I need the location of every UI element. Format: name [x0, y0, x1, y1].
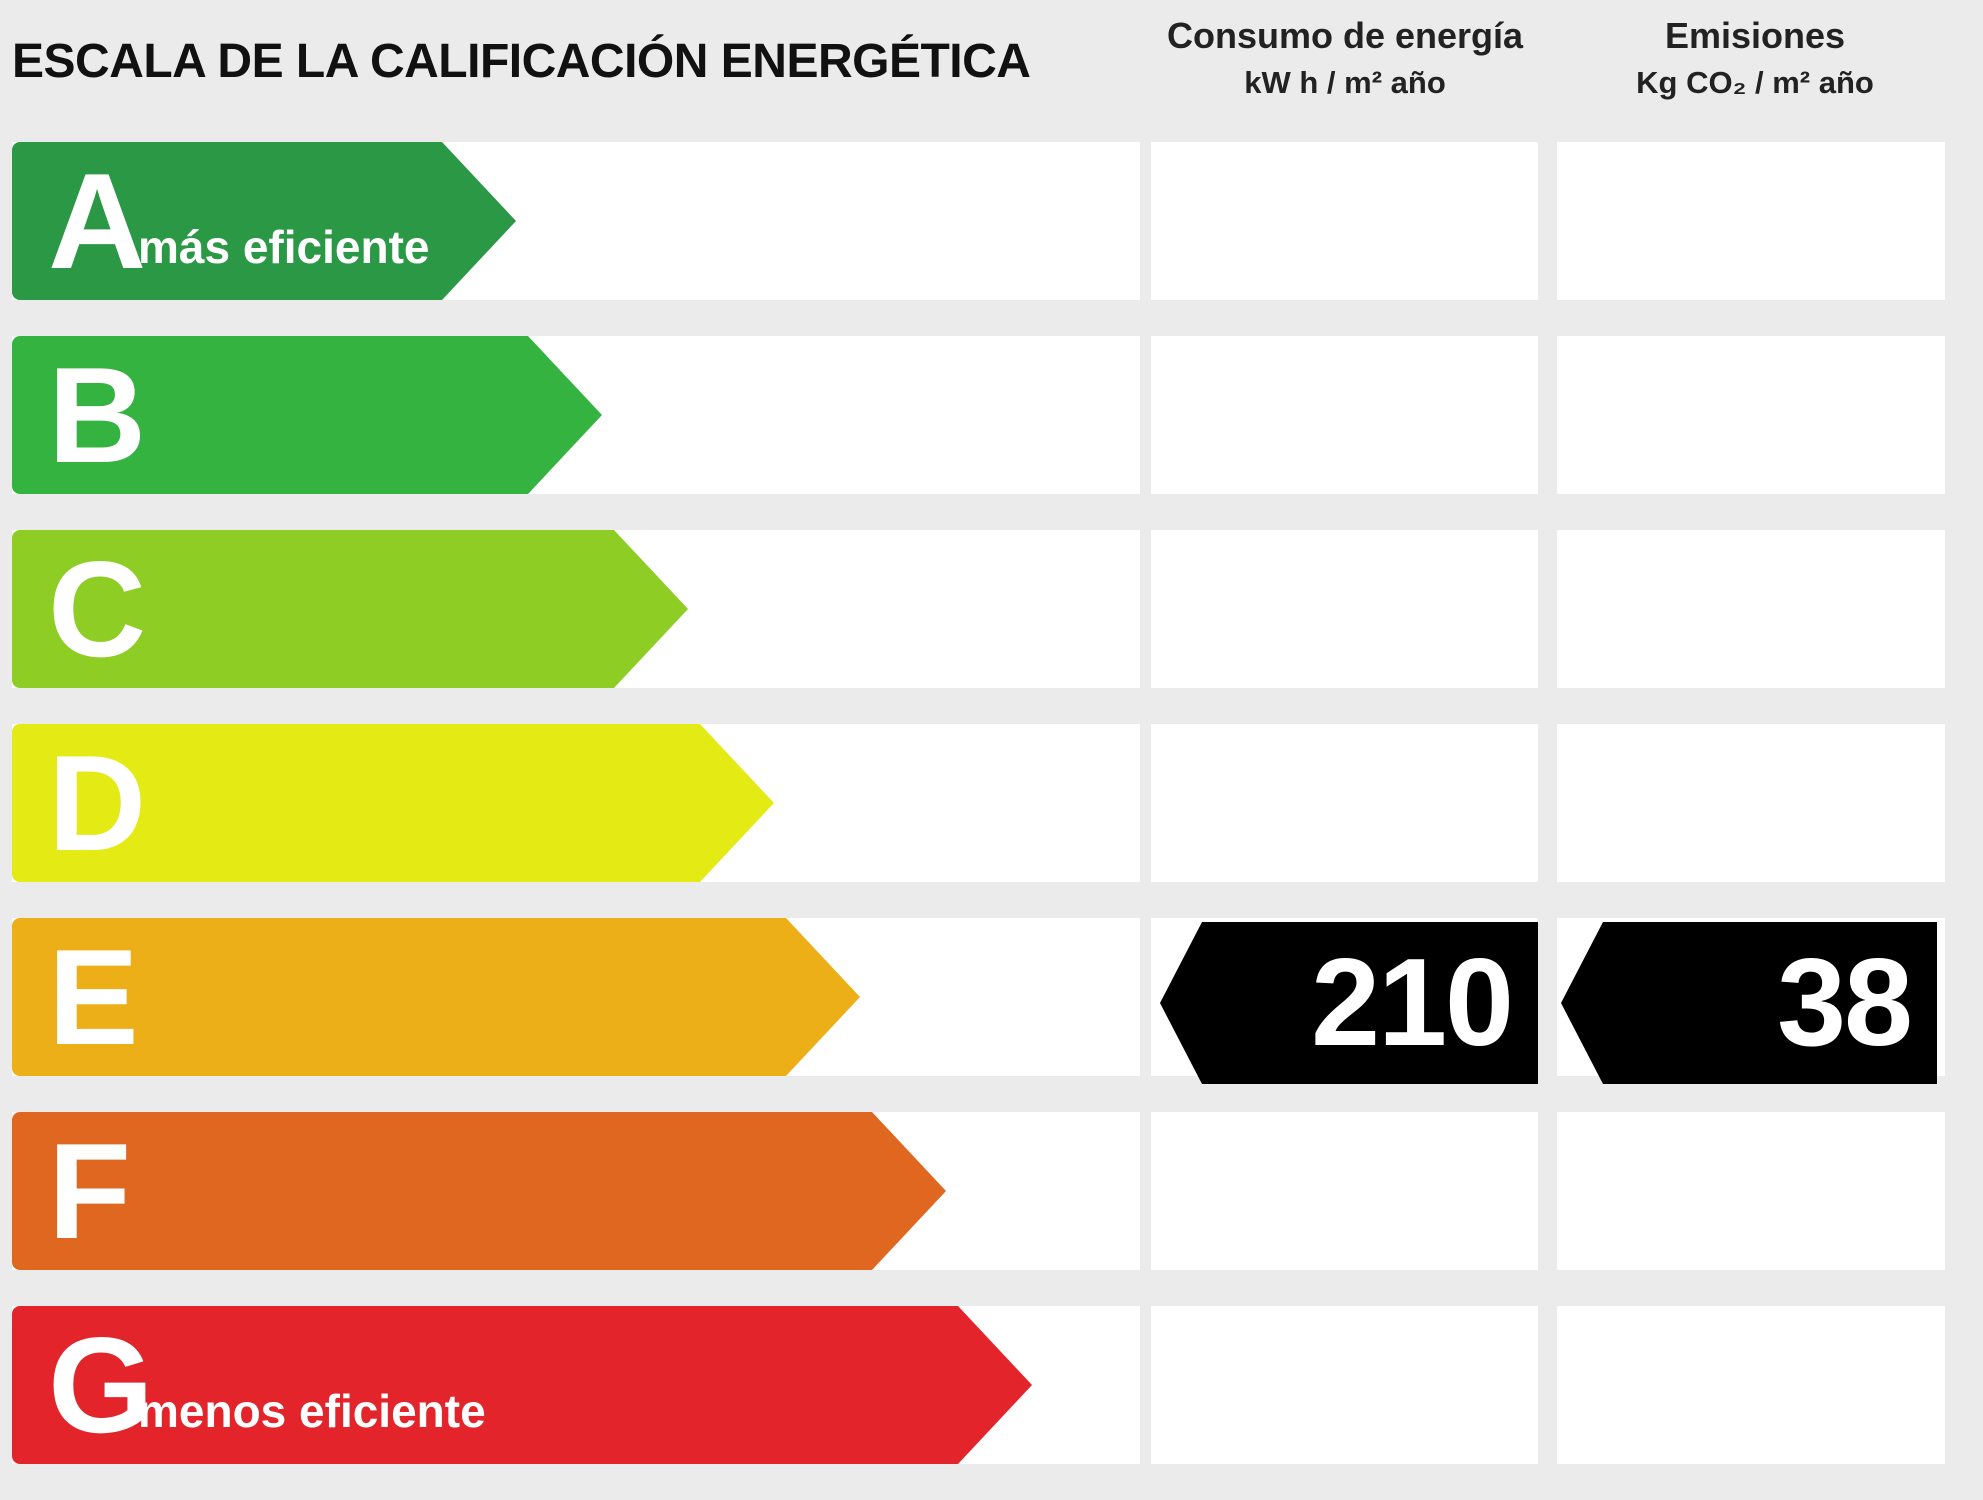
class-letter-b: B	[48, 339, 146, 491]
energy-cell-f	[1151, 1112, 1538, 1270]
class-letter-e: E	[48, 921, 139, 1073]
class-letter-g: G	[48, 1309, 154, 1461]
label-title: ESCALA DE LA CALIFICACIÓN ENERGÉTICA	[12, 35, 1031, 88]
emissions-cell-f	[1557, 1112, 1945, 1270]
class-arrow-f: F	[12, 1112, 946, 1270]
emissions-column-unit: Kg CO₂ / m² año	[1636, 65, 1874, 100]
class-letter-d: D	[48, 727, 146, 879]
emissions-rating-marker: 38	[1561, 922, 1937, 1084]
class-arrow-b: B	[12, 336, 602, 494]
class-arrow-c: C	[12, 530, 688, 688]
emissions-cell-g	[1557, 1306, 1945, 1464]
emissions-cell-a	[1557, 142, 1945, 300]
energy-cell-c	[1151, 530, 1538, 688]
emissions-cell-c	[1557, 530, 1945, 688]
class-arrow-e: E	[12, 918, 860, 1076]
energy-cell-d	[1151, 724, 1538, 882]
energy-cell-a	[1151, 142, 1538, 300]
energy-rating-value: 210	[1311, 934, 1514, 1072]
energy-column-header: Consumo de energía kW h / m² año	[1150, 12, 1540, 106]
energy-cell-g	[1151, 1306, 1538, 1464]
energy-column-heading: Consumo de energía	[1166, 15, 1524, 56]
class-letter-c: C	[48, 533, 146, 685]
energy-cell-b	[1151, 336, 1538, 494]
class-arrow-d: D	[12, 724, 774, 882]
emissions-cell-d	[1557, 724, 1945, 882]
emissions-column-heading: Emisiones	[1664, 15, 1846, 56]
class-sublabel-g: menos eficiente	[138, 1385, 486, 1437]
emissions-rating-value: 38	[1777, 934, 1913, 1072]
emissions-column-header: Emisiones Kg CO₂ / m² año	[1555, 12, 1955, 106]
class-letter-a: A	[48, 145, 146, 297]
class-letter-f: F	[48, 1115, 131, 1267]
class-sublabel-a: más eficiente	[138, 221, 430, 273]
emissions-cell-b	[1557, 336, 1945, 494]
energy-rating-marker: 210	[1160, 922, 1538, 1084]
energy-column-unit: kW h / m² año	[1244, 65, 1446, 100]
